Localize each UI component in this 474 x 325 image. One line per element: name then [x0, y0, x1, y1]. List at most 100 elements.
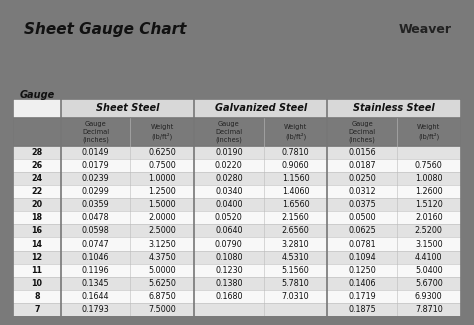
- Text: 0.0790: 0.0790: [215, 240, 243, 249]
- Text: 0.1380: 0.1380: [215, 279, 243, 288]
- Text: 0.0280: 0.0280: [215, 174, 243, 183]
- Text: 0.7560: 0.7560: [415, 161, 443, 170]
- Text: 7.8710: 7.8710: [415, 305, 443, 314]
- Text: Sheet Gauge Chart: Sheet Gauge Chart: [25, 22, 187, 37]
- Text: 0.1644: 0.1644: [82, 292, 109, 301]
- Text: Galvanized Steel: Galvanized Steel: [215, 103, 307, 113]
- Text: 1.1560: 1.1560: [282, 174, 310, 183]
- Text: 8: 8: [34, 292, 40, 301]
- Bar: [13, 264, 461, 277]
- Text: Weight
(lb/ft²): Weight (lb/ft²): [284, 124, 307, 139]
- Text: 5.6700: 5.6700: [415, 279, 443, 288]
- Bar: [61, 99, 194, 118]
- Text: 1.0080: 1.0080: [415, 174, 443, 183]
- Text: 12: 12: [32, 253, 43, 262]
- Text: 0.0375: 0.0375: [348, 200, 376, 209]
- Text: 5.0400: 5.0400: [415, 266, 443, 275]
- Text: 0.0400: 0.0400: [215, 200, 243, 209]
- Text: 3.1250: 3.1250: [148, 240, 176, 249]
- Text: 4.4100: 4.4100: [415, 253, 443, 262]
- Text: 0.0500: 0.0500: [348, 214, 376, 222]
- Text: Stainless Steel: Stainless Steel: [353, 103, 435, 113]
- Text: 5.6250: 5.6250: [148, 279, 176, 288]
- Text: 0.0250: 0.0250: [348, 174, 376, 183]
- Text: 0.1046: 0.1046: [82, 253, 109, 262]
- Text: 16: 16: [32, 227, 43, 235]
- Text: 0.1680: 0.1680: [215, 292, 243, 301]
- Text: 1.5120: 1.5120: [415, 200, 443, 209]
- Text: 0.0156: 0.0156: [348, 148, 376, 157]
- Text: 7: 7: [34, 305, 40, 314]
- Text: 28: 28: [31, 148, 43, 157]
- Text: 7.5000: 7.5000: [148, 305, 176, 314]
- Text: 3.2810: 3.2810: [282, 240, 310, 249]
- Bar: [13, 251, 461, 264]
- Text: 0.7810: 0.7810: [282, 148, 310, 157]
- Bar: [13, 303, 461, 316]
- Text: Gauge
Decimal
(inches): Gauge Decimal (inches): [215, 121, 242, 143]
- Text: Gauge
Decimal
(inches): Gauge Decimal (inches): [82, 121, 109, 143]
- Text: 0.1875: 0.1875: [348, 305, 376, 314]
- Text: 0.0149: 0.0149: [82, 148, 109, 157]
- Text: 0.0179: 0.0179: [82, 161, 109, 170]
- Text: Weight
(lb/ft²): Weight (lb/ft²): [417, 124, 440, 139]
- Text: 0.0781: 0.0781: [348, 240, 376, 249]
- Text: 1.2600: 1.2600: [415, 187, 443, 196]
- Text: 1.0000: 1.0000: [148, 174, 176, 183]
- Bar: [13, 238, 461, 251]
- Bar: [13, 172, 461, 185]
- Bar: [194, 99, 328, 118]
- Bar: [13, 211, 461, 224]
- Text: 2.1560: 2.1560: [282, 214, 310, 222]
- Bar: [13, 71, 61, 118]
- Text: 0.1719: 0.1719: [348, 292, 376, 301]
- Text: 2.5200: 2.5200: [415, 227, 443, 235]
- Text: 0.1345: 0.1345: [82, 279, 109, 288]
- Text: 0.0190: 0.0190: [215, 148, 243, 157]
- Text: 0.0312: 0.0312: [348, 187, 376, 196]
- Text: 2.5000: 2.5000: [148, 227, 176, 235]
- Bar: [13, 198, 461, 211]
- Text: 1.4060: 1.4060: [282, 187, 309, 196]
- Text: 1.2500: 1.2500: [148, 187, 176, 196]
- Text: 0.0640: 0.0640: [215, 227, 243, 235]
- Text: 11: 11: [32, 266, 43, 275]
- Text: 3.1500: 3.1500: [415, 240, 443, 249]
- Text: Weight
(lb/ft²): Weight (lb/ft²): [151, 124, 174, 139]
- Text: 0.0747: 0.0747: [82, 240, 109, 249]
- Text: 7.0310: 7.0310: [282, 292, 310, 301]
- Text: 0.0340: 0.0340: [215, 187, 243, 196]
- Text: 5.0000: 5.0000: [148, 266, 176, 275]
- Bar: [328, 99, 461, 118]
- Text: 0.1230: 0.1230: [215, 266, 243, 275]
- Text: 22: 22: [31, 187, 43, 196]
- Text: 0.0598: 0.0598: [82, 227, 109, 235]
- Text: 0.0520: 0.0520: [215, 214, 243, 222]
- Text: 0.0359: 0.0359: [82, 200, 109, 209]
- Text: 0.6250: 0.6250: [148, 148, 176, 157]
- Text: 0.0239: 0.0239: [82, 174, 109, 183]
- Text: 5.1560: 5.1560: [282, 266, 310, 275]
- Text: 10: 10: [32, 279, 43, 288]
- Text: 4.5310: 4.5310: [282, 253, 310, 262]
- Text: 14: 14: [32, 240, 43, 249]
- Text: 24: 24: [32, 174, 43, 183]
- Text: 0.1793: 0.1793: [82, 305, 109, 314]
- Text: 0.0187: 0.0187: [348, 161, 376, 170]
- Text: 0.1250: 0.1250: [348, 266, 376, 275]
- Text: 0.1094: 0.1094: [348, 253, 376, 262]
- Text: 5.7810: 5.7810: [282, 279, 310, 288]
- Text: 0.1406: 0.1406: [348, 279, 376, 288]
- Text: 0.9060: 0.9060: [282, 161, 310, 170]
- Text: 0.0220: 0.0220: [215, 161, 243, 170]
- Bar: [13, 224, 461, 238]
- Bar: [13, 159, 461, 172]
- Text: Weaver: Weaver: [399, 23, 452, 36]
- Text: 0.7500: 0.7500: [148, 161, 176, 170]
- Text: 6.8750: 6.8750: [148, 292, 176, 301]
- Text: 0.0625: 0.0625: [348, 227, 376, 235]
- Text: Gauge
Decimal
(inches): Gauge Decimal (inches): [348, 121, 376, 143]
- Text: 1.6560: 1.6560: [282, 200, 310, 209]
- Text: 20: 20: [32, 200, 43, 209]
- Text: 0.1196: 0.1196: [82, 266, 109, 275]
